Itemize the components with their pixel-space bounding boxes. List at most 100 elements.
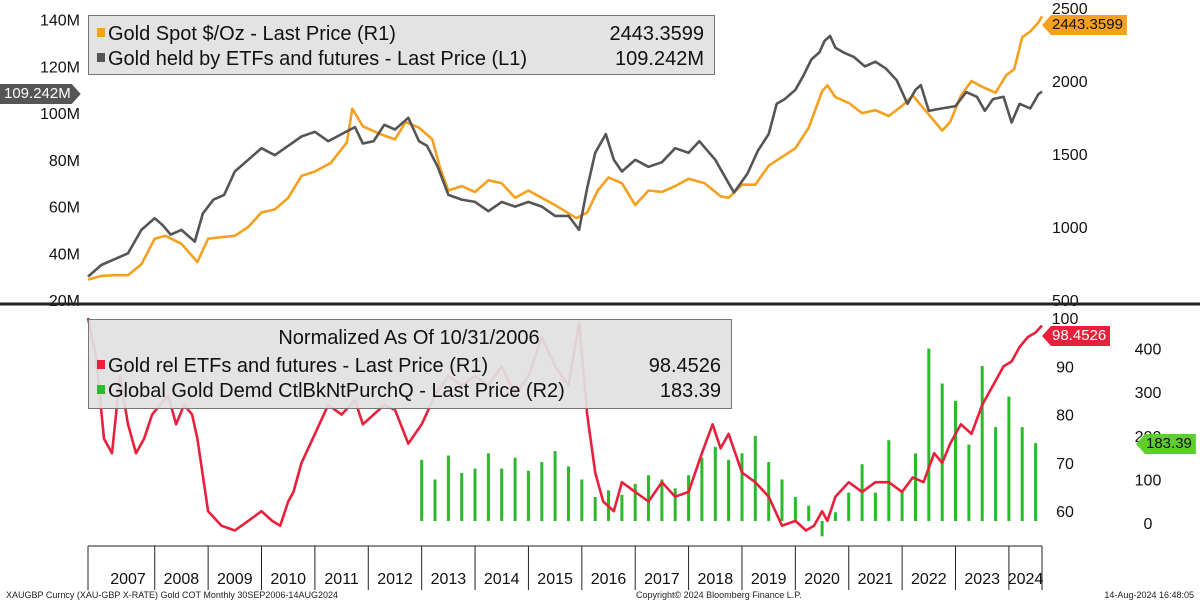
x-axis-year-label: 2007 (110, 571, 146, 588)
cb-purchase-bar (793, 497, 797, 521)
cb-purchase-bar (700, 457, 704, 521)
cb-purchase-bar (914, 453, 917, 521)
cb-purchase-bar (647, 475, 650, 521)
r2-axis-tick: 100 (1135, 473, 1162, 490)
etf-holdings-line (87, 34, 1043, 278)
cb-purchase-bar (473, 468, 477, 521)
x-axis-year-label: 2011 (324, 571, 359, 588)
legend-rel-value: 98.4526 (648, 355, 721, 377)
cb-purchase-bar (753, 435, 757, 521)
legend-cb: Global Gold Demd CtlBkNtPurchQ - Last Pr… (97, 379, 721, 403)
x-axis-year-label: 2012 (377, 571, 413, 588)
legend-rel-label: Gold rel ETFs and futures - Last Price (… (108, 355, 489, 377)
cb-purchase-bar (927, 348, 931, 521)
right-axis-tick: 2000 (1052, 74, 1088, 91)
x-axis-year-label: 2020 (804, 571, 840, 588)
x-axis-year-label: 2019 (751, 571, 787, 588)
cb-purchase-bar (593, 497, 597, 521)
cb-purchase-bar (500, 468, 504, 521)
cb-purchase-bar (900, 490, 904, 521)
cb-purchase-bar (633, 483, 637, 521)
left-axis-tick: 100M (40, 106, 80, 123)
x-axis-year-label: 2016 (591, 571, 627, 588)
rel-last-price-tag: 98.4526 (1042, 326, 1111, 346)
cb-purchase-bar (460, 473, 464, 521)
cb-purchase-bar (553, 451, 557, 521)
cb-purchase-bar (1034, 443, 1038, 521)
legend-swatch-cb (97, 385, 105, 395)
top-legend: Gold Spot $/Oz - Last Price (R1) 2443.35… (88, 15, 715, 75)
legend-swatch-rel (97, 360, 105, 370)
cb-purchase-bar (727, 459, 731, 521)
left-axis-tick: 120M (40, 59, 80, 76)
cb-purchase-bar (673, 488, 677, 522)
legend-swatch-etf (97, 53, 105, 63)
gold-last-price-tag: 2443.3599 (1042, 15, 1127, 35)
right-axis-tick: 2500 (1052, 1, 1088, 18)
cb-purchase-bar (740, 453, 744, 521)
r1-axis-tick: 60 (1056, 504, 1074, 521)
x-axis-year-label: 2014 (484, 571, 520, 588)
r1-axis-tick: 100 (1052, 311, 1079, 328)
x-axis: 2007 2008 2009 2010 2011 2012 2013 2014 2015 2016… (87, 545, 1044, 590)
x-axis-year-label: 2024 (1008, 571, 1044, 588)
x-axis-year-label: 2013 (431, 571, 467, 588)
r2-axis-tick: 300 (1135, 385, 1162, 402)
cb-purchase-bar (660, 479, 664, 521)
cb-purchase-bar (807, 505, 811, 521)
cb-purchase-bar (847, 492, 851, 521)
cb-purchase-bar (887, 440, 891, 521)
cb-purchase-bar (833, 512, 837, 521)
cb-purchase-bar (540, 462, 544, 521)
x-axis-year-label: 2021 (858, 571, 894, 588)
legend-rel: Gold rel ETFs and futures - Last Price (… (97, 354, 721, 378)
cb-purchase-bar (1020, 427, 1024, 521)
footer-copyright: Copyright© 2024 Bloomberg Finance L.P. (636, 590, 802, 600)
cb-purchase-bar (713, 446, 717, 521)
cb-purchase-bar (780, 479, 784, 521)
legend-gold-spot: Gold Spot $/Oz - Last Price (R1) 2443.35… (97, 22, 704, 46)
left-axis-tick: 20M (49, 293, 80, 310)
etf-last-price-tag: 109.242M (0, 84, 81, 104)
x-axis-year-label: 2022 (911, 571, 947, 588)
cb-purchase-bar (620, 494, 624, 521)
r1-axis-tick: 80 (1056, 408, 1074, 425)
r1-axis-tick: 90 (1056, 359, 1074, 376)
x-axis-year-label: 2015 (537, 571, 573, 588)
cb-purchase-bar (873, 492, 877, 521)
cb-purchase-bar (954, 400, 957, 521)
r2-axis-tick: 400 (1135, 342, 1162, 359)
x-axis-year-label: 2018 (698, 571, 734, 588)
cb-purchase-bar (767, 462, 771, 521)
cb-purchase-bar (980, 366, 984, 521)
legend-gold-label: Gold Spot $/Oz - Last Price (R1) (108, 23, 396, 45)
footer-timestamp: 14-Aug-2024 16:48:05 (1104, 590, 1194, 600)
cb-last-price-tag: 183.39 (1136, 434, 1196, 454)
footer-source: XAUGBP Curncy (XAU-GBP X-RATE) Gold COT … (6, 590, 338, 600)
normalized-label: Normalized As Of 10/31/2006 (278, 327, 540, 349)
cb-purchase-bar (967, 444, 971, 521)
gold-spot-line (87, 15, 1044, 281)
cb-purchase-bar (486, 453, 490, 521)
x-axis-year-label: 2009 (217, 571, 253, 588)
right-axis-tick: 500 (1052, 293, 1079, 310)
cb-purchase-bar (940, 383, 944, 521)
x-axis-year-label: 2010 (270, 571, 306, 588)
cb-purchase-bar (420, 459, 424, 521)
right-axis-tick: 1000 (1052, 220, 1088, 237)
cb-purchase-bar (433, 479, 437, 521)
cb-purchase-bar (820, 521, 824, 537)
cb-purchase-bar (580, 479, 584, 521)
cb-purchase-bar (526, 470, 530, 521)
legend-etf-value: 109.242M (615, 48, 704, 70)
left-axis-tick: 140M (40, 13, 80, 30)
legend-etf-label: Gold held by ETFs and futures - Last Pri… (108, 48, 528, 70)
x-axis-year-label: 2008 (164, 571, 200, 588)
legend-etf: Gold held by ETFs and futures - Last Pri… (97, 47, 704, 71)
legend-swatch-gold (97, 28, 105, 38)
x-axis-year-label: 2023 (964, 571, 1000, 588)
left-axis-tick: 40M (49, 246, 80, 263)
r2-axis-tick: 0 (1144, 516, 1153, 533)
cb-purchase-bar (687, 475, 691, 521)
